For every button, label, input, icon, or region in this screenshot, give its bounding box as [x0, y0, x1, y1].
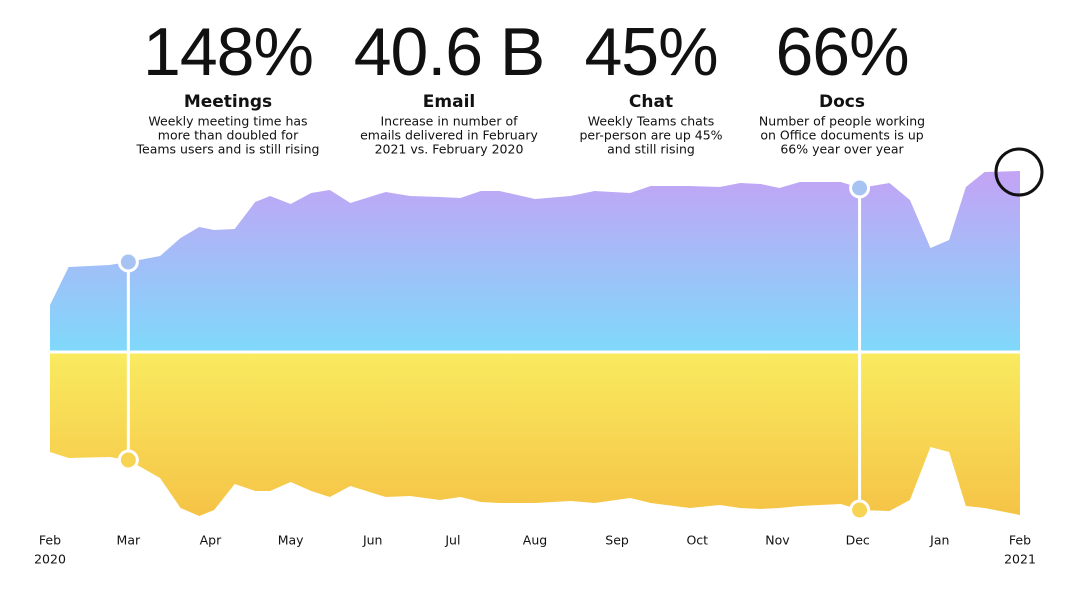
stat-title: Docs: [819, 92, 865, 112]
stat-desc: and still rising: [607, 142, 695, 157]
stat-desc: 2021 vs. February 2020: [375, 142, 524, 157]
stat-desc: Number of people working: [759, 114, 925, 129]
x-tick-label: Jun: [362, 533, 383, 548]
stat-value: 148%: [143, 14, 313, 90]
x-tick-label: Sep: [605, 533, 629, 548]
stat-desc: Weekly Teams chats: [588, 114, 714, 129]
stat-desc: emails delivered in February: [360, 128, 538, 143]
area: [50, 171, 1020, 352]
cursor-ring: [994, 147, 1044, 197]
marker-dot: [849, 499, 871, 521]
year-label: 2020: [34, 552, 66, 567]
stat-value: 45%: [584, 14, 717, 90]
x-tick-label: Apr: [200, 533, 222, 548]
x-tick-label: Jul: [444, 533, 460, 548]
stat-value: 40.6 B: [354, 14, 545, 90]
x-tick-label: Aug: [523, 533, 547, 548]
stat-desc: Weekly meeting time has: [148, 114, 307, 129]
x-tick-label: Mar: [117, 533, 141, 548]
x-tick-label: Oct: [686, 533, 708, 548]
area: [50, 352, 1020, 516]
marker-dot: [849, 177, 871, 199]
stat-desc: more than doubled for: [158, 128, 299, 143]
stat-desc: per-person are up 45%: [579, 128, 722, 143]
x-tick-label: Jan: [929, 533, 949, 548]
marker-dot: [117, 449, 139, 471]
stat-title: Email: [423, 92, 475, 112]
year-label: 2021: [1004, 552, 1036, 567]
marker-dot: [117, 251, 139, 273]
x-tick-label: Nov: [765, 533, 790, 548]
x-tick-label: May: [278, 533, 304, 548]
stat-desc: on Office documents is up: [760, 128, 923, 143]
x-tick-label: Dec: [846, 533, 870, 548]
stat-desc: Increase in number of: [380, 114, 518, 129]
stat-desc: 66% year over year: [780, 142, 904, 157]
x-tick-label: Feb: [39, 533, 61, 548]
stat-value: 66%: [775, 14, 908, 90]
stat-title: Chat: [629, 92, 673, 112]
stat-title: Meetings: [184, 92, 272, 112]
x-tick-label: Feb: [1009, 533, 1031, 548]
stat-desc: Teams users and is still rising: [136, 142, 320, 157]
